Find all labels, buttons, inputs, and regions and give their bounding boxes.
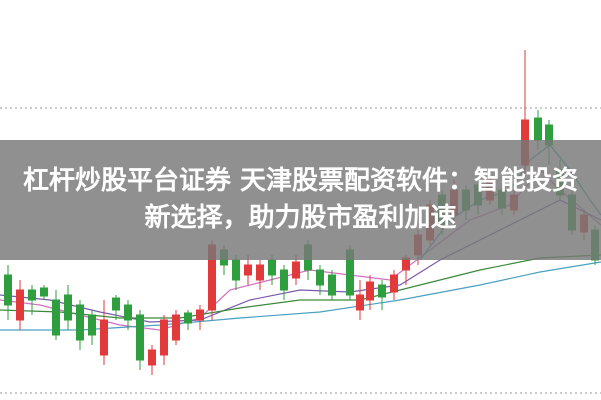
- candle: [64, 285, 72, 330]
- candle: [292, 255, 300, 285]
- candle: [196, 305, 204, 330]
- candle: [328, 270, 336, 300]
- candle: [256, 260, 264, 290]
- moving-average: [0, 254, 601, 319]
- candle: [124, 300, 132, 330]
- candle: [390, 270, 398, 300]
- candle: [184, 310, 192, 330]
- candle: [40, 285, 48, 300]
- candle: [148, 345, 156, 375]
- candle: [316, 265, 324, 295]
- candle: [366, 275, 374, 310]
- candle: [112, 295, 120, 320]
- candle: [52, 290, 60, 340]
- candle: [88, 310, 96, 345]
- candle: [378, 280, 386, 310]
- candle: [76, 300, 84, 350]
- title: 杠杆炒股平台证券 天津股票配资软件：智能投资新选择，助力股市盈利加速: [22, 166, 579, 233]
- candle: [28, 285, 36, 315]
- candle: [136, 310, 144, 370]
- candle: [160, 315, 168, 365]
- candle: [4, 265, 12, 320]
- candle: [100, 300, 108, 365]
- candle: [356, 280, 364, 320]
- candle: [172, 310, 180, 345]
- candle: [280, 265, 288, 300]
- candle: [268, 255, 276, 285]
- candle: [232, 255, 240, 290]
- candle: [244, 255, 252, 285]
- candle: [16, 280, 24, 330]
- title-banner: 杠杆炒股平台证券 天津股票配资软件：智能投资新选择，助力股市盈利加速: [0, 140, 601, 260]
